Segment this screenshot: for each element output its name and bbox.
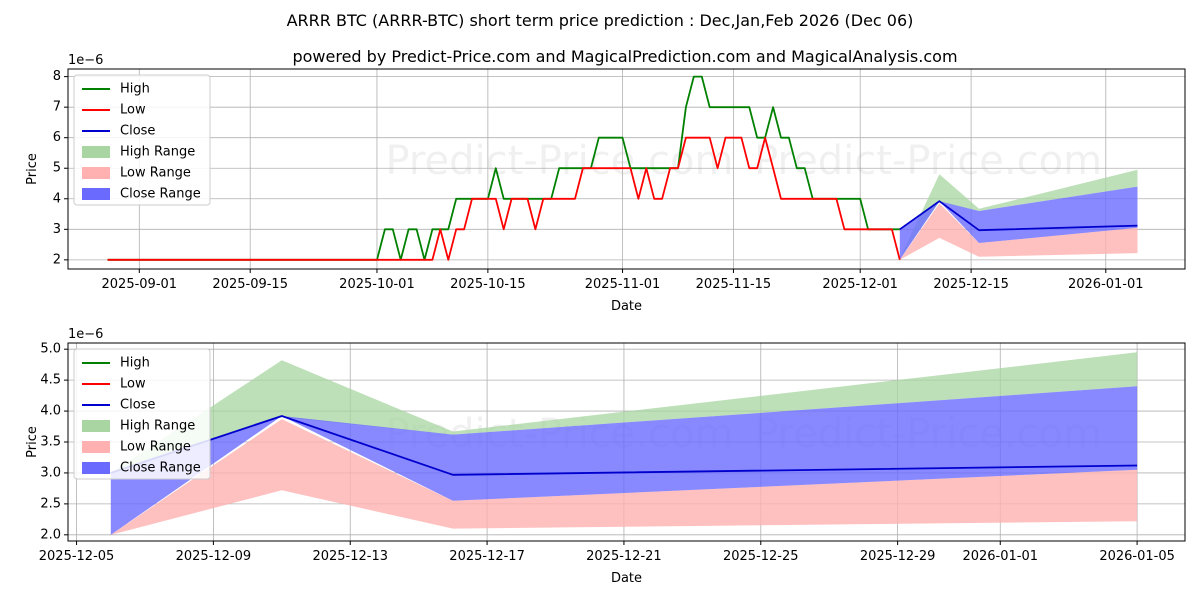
top-high-line — [107, 75, 900, 261]
bottom-x-tick-label-7: 2026-01-01 — [962, 549, 1038, 564]
bottom-legend-label-low-range: Low Range — [120, 440, 191, 455]
bottom-panel: Predict-Price.comPredict-Price.com2025-1… — [25, 327, 1186, 586]
bottom-x-tick-label-2: 2025-12-13 — [312, 549, 388, 564]
top-x-tick-label-3: 2025-10-15 — [450, 277, 526, 292]
bottom-y-tick-label-6: 5.0 — [40, 342, 61, 357]
bottom-x-tick-label-6: 2025-12-29 — [860, 549, 936, 564]
bottom-legend-label-low: Low — [120, 377, 146, 392]
chart-title: ARRR BTC (ARRR-BTC) short term price pre… — [287, 11, 914, 30]
bottom-y-tick-label-0: 2.0 — [40, 527, 61, 542]
bottom-y-axis-label: Price — [25, 426, 40, 458]
top-high-range-band — [899, 169, 1138, 259]
bottom-y-tick-label-5: 4.5 — [40, 373, 61, 388]
bottom-y-tick-label-2: 3.0 — [40, 465, 61, 480]
top-watermark-0: Predict-Price.com — [386, 138, 734, 184]
top-x-tick-label-4: 2025-11-01 — [585, 277, 661, 292]
bottom-legend-label-high-range: High Range — [120, 419, 195, 434]
bottom-y-tick-label-4: 4.0 — [40, 404, 61, 419]
top-y-tick-label-2: 4 — [53, 191, 61, 206]
top-x-tick-label-5: 2025-11-15 — [696, 277, 772, 292]
top-y-offset-label: 1e−6 — [68, 53, 103, 68]
bottom-x-tick-label-5: 2025-12-25 — [723, 549, 799, 564]
top-legend-label-close-range: Close Range — [120, 187, 201, 202]
bottom-legend-label-close: Close — [120, 398, 155, 413]
top-legend: High Low Close High Range Low Range Close Ran… — [73, 74, 211, 206]
top-panel: Predict-Price.com Predict-Price.com 2025-0… — [25, 53, 1186, 314]
top-close-range-band — [899, 186, 1138, 260]
top-legend-label-low-range: Low Range — [120, 166, 191, 181]
bottom-legend-label-high: High — [120, 356, 150, 371]
top-axes-frame — [67, 68, 1186, 270]
chart-subtitle: powered by Predict-Price.com and Magical… — [292, 47, 957, 66]
top-x-tick-label-0: 2025-09-01 — [102, 277, 178, 292]
top-legend-label-low: Low — [120, 103, 146, 118]
bottom-legend-label-close-range: Close Range — [120, 461, 201, 476]
bottom-x-tick-label-4: 2025-12-21 — [586, 549, 662, 564]
bottom-y-offset-label: 1e−6 — [68, 327, 103, 342]
top-close-line — [899, 200, 1138, 232]
top-legend-label-high-range: High Range — [120, 145, 195, 160]
top-x-tick-label-7: 2025-12-15 — [933, 277, 1009, 292]
bottom-x-axis-label: Date — [611, 571, 642, 586]
top-legend-label-high: High — [120, 82, 150, 97]
bottom-y-tick-label-3: 3.5 — [40, 435, 61, 450]
top-low-line — [107, 136, 901, 261]
top-x-tick-label-2: 2025-10-01 — [339, 277, 415, 292]
bottom-x-tick-label-1: 2025-12-09 — [176, 549, 252, 564]
bottom-close-range-band — [110, 386, 1138, 535]
top-legend-swatch-high-range — [82, 146, 110, 158]
bottom-y-tick-label-1: 2.5 — [40, 496, 61, 511]
bottom-x-tick-label-3: 2025-12-17 — [449, 549, 525, 564]
top-plot-area — [107, 75, 1138, 261]
top-y-axis-label: Price — [25, 153, 40, 185]
top-legend-swatch-close-range — [82, 188, 110, 200]
bottom-legend-swatch-close-range — [82, 462, 110, 474]
bottom-high-range-band — [110, 352, 1138, 473]
top-y-tick-label-3: 5 — [53, 161, 61, 176]
top-y-tick-label-6: 8 — [53, 69, 61, 84]
top-x-tick-label-1: 2025-09-15 — [212, 277, 288, 292]
top-x-axis-label: Date — [611, 299, 642, 314]
top-x-tick-label-8: 2026-01-01 — [1068, 277, 1144, 292]
top-low-range-band — [899, 203, 1138, 260]
bottom-legend-swatch-low-range — [82, 441, 110, 453]
bottom-legend: High Low Close High Range Low Range Close Ran… — [73, 348, 211, 480]
top-legend-swatch-low-range — [82, 167, 110, 179]
bottom-low-range-band — [110, 419, 1138, 535]
top-y-tick-label-4: 6 — [53, 130, 61, 145]
bottom-x-tick-label-0: 2025-12-05 — [39, 549, 115, 564]
top-y-tick-label-0: 2 — [53, 252, 61, 267]
top-watermark-1: Predict-Price.com — [754, 138, 1102, 184]
bottom-x-tick-label-8: 2026-01-05 — [1099, 549, 1175, 564]
top-x-tick-label-6: 2025-12-01 — [822, 277, 898, 292]
top-y-tick-label-1: 3 — [53, 222, 61, 237]
top-legend-label-close: Close — [120, 124, 155, 139]
bottom-legend-swatch-high-range — [82, 420, 110, 432]
top-y-tick-label-5: 7 — [53, 100, 61, 115]
